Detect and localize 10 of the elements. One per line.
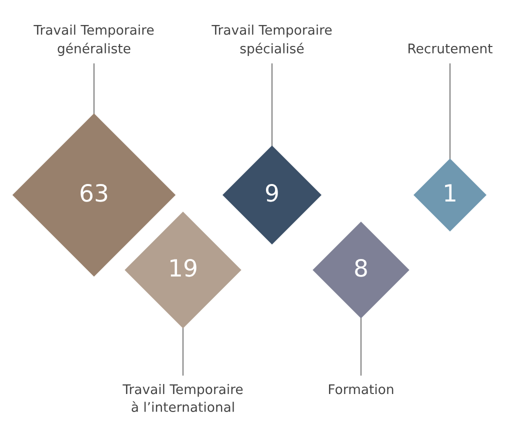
category-label: Travail Temporaire spécialisé <box>212 24 332 56</box>
data-label: 8 <box>355 258 367 277</box>
category-label: Formation <box>329 384 394 394</box>
category-label: Travail Temporaire généraliste <box>34 24 154 56</box>
data-label: 19 <box>170 258 196 277</box>
category-label: Travail Temporaire à l’international <box>122 384 243 412</box>
data-label: 9 <box>266 184 278 202</box>
category-label: Recrutement <box>408 44 492 54</box>
data-label: 1 <box>445 184 456 202</box>
data-label: 63 <box>80 184 108 202</box>
